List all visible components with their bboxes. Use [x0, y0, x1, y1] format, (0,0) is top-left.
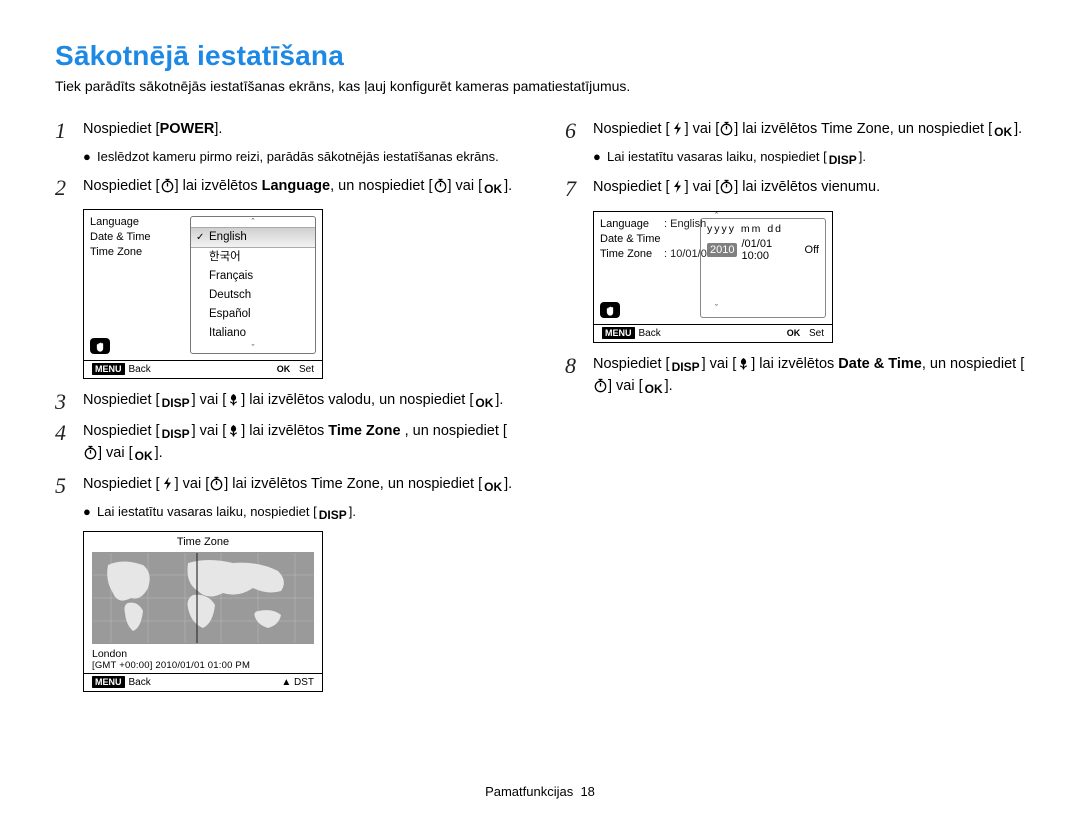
timezone-gmt: [GMT +00:00] 2010/01/01 01:00 PM [84, 660, 322, 673]
step-7: 7 Nospiediet [] vai [] lai izvēlētos vie… [565, 176, 1025, 202]
lang-option: Español [191, 305, 315, 324]
disp-icon: DISP [160, 426, 192, 442]
disp-icon: DISP [670, 359, 702, 375]
flash-icon [160, 476, 175, 491]
datetime-editor: yyyy mm dd ˆ 2010/01/01 10:00 Off ˇ [700, 218, 826, 318]
lang-option: Français [191, 267, 315, 286]
date-year-selected: 2010 [707, 243, 737, 257]
timer-icon [209, 476, 224, 491]
date-format-header: yyyy mm dd [707, 223, 819, 235]
menu-label: MENU [92, 363, 125, 375]
ok-icon: OK [992, 124, 1014, 140]
ok-icon: OK [133, 448, 155, 464]
ois-icon [90, 338, 110, 354]
timer-icon [160, 178, 175, 193]
menu-item: Time Zone [90, 246, 186, 258]
step-5: 5 Nospiediet [] vai [] lai izvēlētos Tim… [55, 473, 515, 499]
right-column: 6 Nospiediet [] vai [] lai izvēlētos Tim… [565, 118, 1025, 692]
flash-icon [670, 121, 685, 136]
timer-icon [593, 378, 608, 393]
macro-icon [736, 356, 751, 371]
step-number-6: 6 [565, 118, 593, 143]
timezone-screen: Time Zone [83, 531, 323, 692]
macro-icon [226, 423, 241, 438]
step-number-5: 5 [55, 473, 83, 498]
step-number-4: 4 [55, 420, 83, 445]
menu-label: MENU [602, 327, 635, 339]
step-2: 2 Nospiediet [] lai izvēlētos Language, … [55, 175, 515, 201]
timezone-title: Time Zone [84, 532, 322, 550]
step-number-2: 2 [55, 175, 83, 200]
step-6: 6 Nospiediet [] vai [] lai izvēlētos Tim… [565, 118, 1025, 144]
ok-icon: OK [473, 395, 495, 411]
step-number-1: 1 [55, 118, 83, 143]
step-5-note: ●Lai iestatītu vasaras laiku, nospiediet… [83, 503, 515, 523]
page-title: Sākotnējā iestatīšana [55, 40, 1025, 72]
lang-option: Italiano [191, 324, 315, 343]
ok-icon: OK [643, 381, 665, 397]
ok-icon: OK [482, 479, 504, 495]
lang-option: Deutsch [191, 286, 315, 305]
step-1: 1 Nospiediet [POWER]. [55, 118, 515, 144]
menu-item: Date & Time [90, 231, 186, 243]
ok-icon: OK [482, 181, 504, 197]
disp-icon: DISP [827, 152, 859, 168]
timer-icon [83, 445, 98, 460]
disp-icon: DISP [160, 395, 192, 411]
step-6-note: ●Lai iestatītu vasaras laiku, nospiediet… [593, 148, 1025, 168]
menu-item: Language [90, 216, 186, 228]
timer-icon [719, 121, 734, 136]
step-3: 3 Nospiediet [DISP] vai [] lai izvēlētos… [55, 389, 515, 415]
language-dropdown: ˆ English 한국어 Français Deutsch Español I… [190, 216, 316, 354]
timer-icon [719, 179, 734, 194]
step-number-7: 7 [565, 176, 593, 201]
world-map [92, 552, 314, 644]
page-subtitle: Tiek parādīts sākotnējās iestatīšanas ek… [55, 78, 1025, 94]
language-screen: Language Date & Time Time Zone ˆ English… [83, 209, 323, 379]
step-number-3: 3 [55, 389, 83, 414]
step-number-8: 8 [565, 353, 593, 378]
ok-label: OK [785, 328, 803, 338]
left-column: 1 Nospiediet [POWER]. ●Ieslēdzot kameru … [55, 118, 515, 692]
lang-option-selected: English [191, 227, 315, 248]
macro-icon [226, 392, 241, 407]
step-4: 4 Nospiediet [DISP] vai [] lai izvēlētos… [55, 420, 515, 469]
lang-option: 한국어 [191, 248, 315, 267]
page-footer: Pamatfunkcijas 18 [0, 784, 1080, 799]
disp-icon: DISP [317, 507, 349, 523]
ok-label: OK [275, 364, 293, 374]
flash-icon [670, 179, 685, 194]
datetime-screen: Language: English Date & Time Time Zone:… [593, 211, 833, 343]
step-8: 8 Nospiediet [DISP] vai [] lai izvēlētos… [565, 353, 1025, 402]
timer-icon [433, 178, 448, 193]
timezone-city: London [84, 646, 322, 660]
menu-label: MENU [92, 676, 125, 688]
step-1-note: ●Ieslēdzot kameru pirmo reizi, parādās s… [83, 148, 515, 166]
ois-icon [600, 302, 620, 318]
